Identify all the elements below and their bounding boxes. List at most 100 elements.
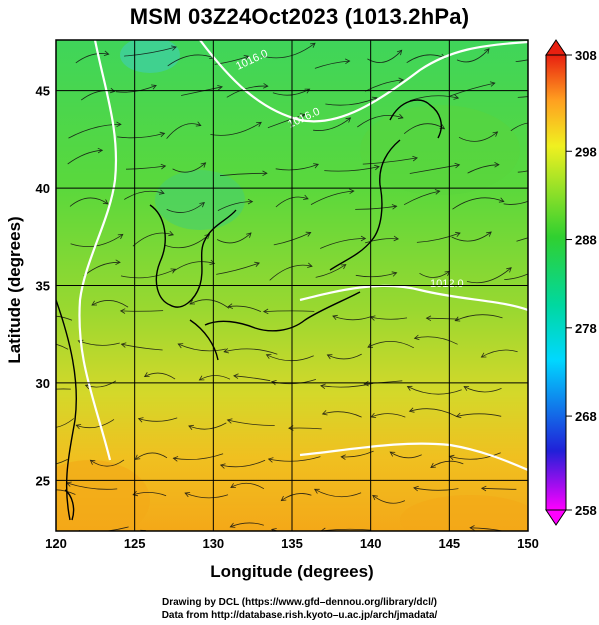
streamline-arrowhead (367, 342, 374, 348)
longitude-tick-label: 135 (281, 536, 303, 551)
streamline-arrowhead (97, 147, 104, 154)
streamline-arrowhead (243, 55, 250, 61)
isobar-1012 (299, 284, 528, 312)
streamline-arrowhead (270, 380, 277, 386)
streamline (364, 79, 404, 92)
streamline-arrowhead (363, 380, 369, 387)
colorbar-tick-label: 258 (575, 503, 597, 518)
streamline (414, 336, 458, 345)
streamline-arrowhead (25, 390, 30, 395)
streamline-arrowhead (109, 87, 116, 94)
streamline (115, 85, 157, 93)
streamline (449, 452, 501, 460)
streamline (320, 238, 366, 249)
kyushu-shikoku-outline (189, 291, 361, 361)
streamline (121, 343, 163, 351)
streamline (322, 411, 362, 418)
streamline-arrowhead (486, 231, 492, 237)
streamline-arrowhead (332, 314, 338, 321)
latitude-tick-label: 35 (36, 279, 50, 294)
colorbar-tick-label: 268 (575, 409, 597, 424)
streamline (409, 164, 460, 174)
streamline (178, 343, 226, 352)
streamline (455, 314, 503, 322)
latitude-tick-labels: 25 30 35 40 45 (36, 84, 50, 489)
streamline (407, 386, 462, 395)
streamline (456, 48, 490, 63)
streamline-arrowhead (172, 456, 179, 462)
streamline (389, 451, 422, 459)
streamline (458, 131, 498, 142)
streamline-arrowhead (320, 383, 326, 390)
streamline-arrowhead (506, 267, 512, 273)
streamline-arrowhead (262, 308, 269, 315)
streamline-arrowhead (393, 235, 400, 242)
streamline-arrowhead (305, 231, 312, 237)
streamline (56, 489, 76, 495)
streamline-arrowhead (413, 485, 419, 492)
streamline (409, 408, 457, 417)
streamline-arrowhead (219, 463, 226, 469)
streamline-arrowhead (265, 354, 272, 359)
streamline (449, 82, 495, 97)
streamline-arrowhead (531, 270, 536, 274)
streamline (90, 459, 125, 467)
colorbar-min-arrow (545, 509, 567, 526)
streamline (403, 190, 440, 206)
streamline-arrowhead (217, 85, 223, 91)
streamline-arrowhead (492, 131, 499, 137)
streamline-arrowhead (313, 163, 319, 169)
streamline-arrowhead (117, 233, 124, 240)
colorbar-max-arrow (545, 39, 567, 56)
streamline (210, 121, 262, 136)
china-coast-outline (56, 299, 78, 521)
streamline (327, 353, 362, 360)
streamline (120, 310, 164, 312)
streamline (216, 262, 260, 275)
streamline-arrowhead (310, 42, 316, 48)
streamline (263, 310, 315, 312)
streamline-arrowhead (200, 162, 207, 168)
streamline (85, 380, 117, 388)
streamline-arrowhead (223, 348, 229, 354)
taiwan-outline (64, 489, 75, 521)
isobar-1016-north (199, 40, 528, 123)
streamline (324, 166, 380, 172)
streamline-arrowhead (120, 342, 127, 348)
streamline-arrowhead (184, 492, 191, 498)
streamline (515, 59, 528, 62)
streamline-arrowhead (469, 525, 475, 531)
streamline (76, 419, 115, 429)
longitude-tick-label: 130 (202, 536, 224, 551)
streamline-arrowhead (299, 113, 306, 119)
streamline (325, 97, 378, 106)
streamline-arrowhead (233, 373, 239, 379)
streamline (172, 261, 215, 273)
colorbar-tick-label: 278 (575, 321, 597, 336)
streamline-arrowhead (391, 204, 398, 210)
streamline-arrowhead (321, 410, 328, 416)
streamline (56, 315, 73, 321)
streamline-arrowhead (425, 315, 432, 322)
streamline (184, 492, 229, 499)
streamline (261, 42, 316, 59)
streamline (219, 172, 267, 177)
streamline (267, 114, 306, 129)
streamline-arrowhead (151, 84, 157, 90)
streamline-arrowhead (372, 494, 378, 501)
streamline (271, 379, 317, 385)
streamline (68, 123, 121, 139)
streamline (56, 343, 69, 350)
streamline-arrowhead (454, 316, 461, 322)
streamline (138, 417, 178, 422)
streamline-arrowhead (36, 424, 41, 428)
coastlines (56, 99, 442, 521)
streamline-arrowhead (29, 493, 34, 497)
isobar-1016-west (78, 40, 118, 461)
streamline-arrowhead (116, 121, 122, 128)
credit-data: Data from http://database.rish.kyoto–u.a… (161, 610, 438, 621)
streamline-arrowhead (454, 162, 461, 169)
streamline (227, 419, 275, 426)
streamline-arrowhead (455, 231, 461, 238)
streamline (56, 418, 75, 428)
